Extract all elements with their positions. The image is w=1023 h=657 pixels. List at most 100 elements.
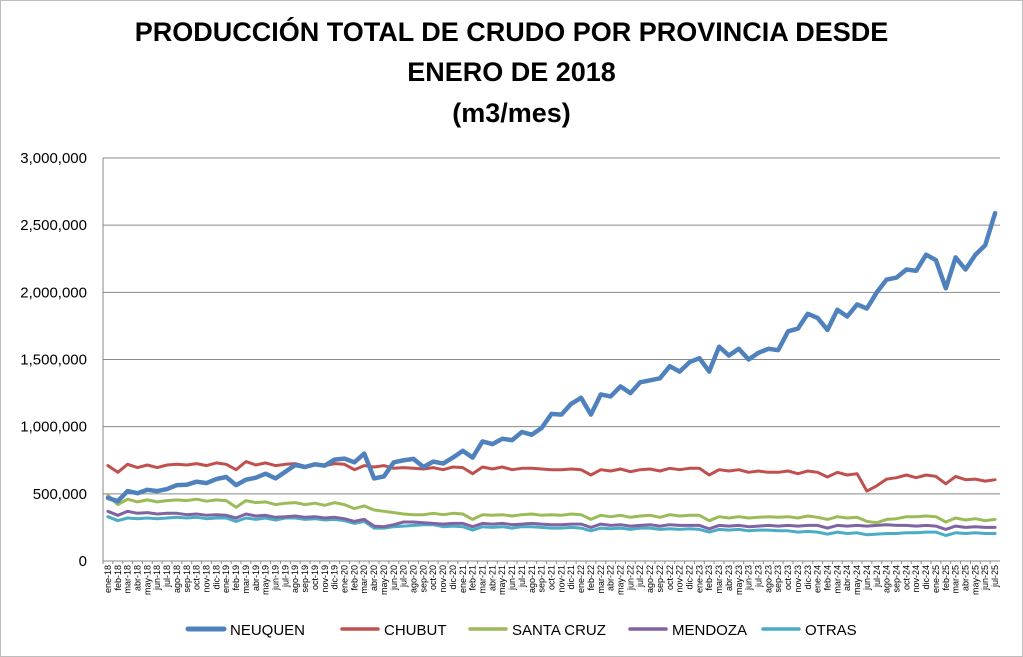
x-axis-tick-labels: ene-18 feb-18 mar-18 abr-18 may-18 jun-18 jul-… — [103, 565, 1000, 595]
x-tick-label: sep-20 — [418, 565, 428, 593]
x-tick-label: dic-18 — [211, 565, 221, 590]
x-tick-label: may-24 — [852, 565, 862, 595]
x-tick-label: jul-22 — [635, 565, 645, 588]
x-tick-label: ago-21 — [527, 565, 537, 593]
x-tick-label: jun-24 — [862, 565, 872, 591]
x-tick-label: oct-23 — [783, 565, 793, 590]
x-tick-label: oct-21 — [547, 565, 557, 590]
x-tick-label: jun-18 — [152, 565, 162, 591]
x-tick-label: dic-20 — [448, 565, 458, 590]
gridlines — [102, 157, 1000, 564]
x-tick-label: nov-24 — [911, 565, 921, 593]
x-tick-label: feb-20 — [349, 565, 359, 591]
x-tick-label: jul-23 — [754, 565, 764, 588]
x-tick-label: may-19 — [261, 565, 271, 595]
x-tick-label: ene-20 — [340, 565, 350, 593]
x-tick-label: nov-19 — [320, 565, 330, 593]
legend-label: SANTA CRUZ — [512, 622, 606, 639]
x-tick-label: sep-18 — [182, 565, 192, 593]
x-tick-label: mar-22 — [596, 565, 606, 594]
x-tick-label: jun-23 — [744, 565, 754, 591]
y-tick-label: 0 — [79, 553, 87, 570]
x-tick-label: oct-19 — [310, 565, 320, 590]
x-tick-label: sep-22 — [655, 565, 665, 593]
x-tick-label: jun-21 — [507, 565, 517, 591]
x-tick-label: may-23 — [734, 565, 744, 595]
x-tick-label: may-20 — [379, 565, 389, 595]
y-axis-tick-labels: 0 500,000 1,000,000 1,500,000 2,000,000 2,500… — [20, 150, 87, 570]
x-tick-label: jul-18 — [162, 565, 172, 588]
legend-label: OTRAS — [805, 622, 857, 639]
x-tick-label: may-21 — [497, 565, 507, 595]
y-tick-label: 2,500,000 — [20, 217, 87, 234]
series-line-neuquen — [105, 210, 998, 504]
x-tick-label: jul-21 — [517, 565, 527, 588]
x-tick-label: ene-19 — [221, 565, 231, 593]
x-tick-label: ene-25 — [931, 565, 941, 593]
x-tick-label: ene-21 — [458, 565, 468, 593]
x-tick-label: mar-25 — [951, 565, 961, 594]
x-tick-label: ene-24 — [813, 565, 823, 593]
x-tick-label: abr-24 — [842, 565, 852, 591]
x-tick-label: may-25 — [970, 565, 980, 595]
x-tick-label: oct-20 — [428, 565, 438, 590]
x-tick-label: feb-24 — [823, 565, 833, 591]
x-tick-label: abr-22 — [606, 565, 616, 591]
x-tick-label: mar-19 — [241, 565, 251, 594]
x-tick-label: jun-20 — [389, 565, 399, 591]
x-tick-label: ago-18 — [172, 565, 182, 593]
x-tick-label: dic-23 — [803, 565, 813, 590]
x-tick-label: jul-24 — [872, 565, 882, 588]
x-tick-label: dic-21 — [566, 565, 576, 590]
series-line-otras — [106, 515, 997, 537]
x-tick-label: mar-18 — [123, 565, 133, 594]
x-tick-label: oct-18 — [192, 565, 202, 590]
y-tick-label: 1,500,000 — [20, 352, 87, 369]
x-tick-label: ago-24 — [882, 565, 892, 593]
series-line-mendoza — [106, 509, 997, 531]
x-tick-label: jun-22 — [625, 565, 635, 591]
x-tick-label: ene-23 — [694, 565, 704, 593]
x-tick-label: ene-22 — [576, 565, 586, 593]
x-tick-label: jul-19 — [280, 565, 290, 588]
legend-label: MENDOZA — [672, 622, 747, 639]
y-tick-label: 1,000,000 — [20, 419, 87, 436]
x-tick-label: nov-22 — [675, 565, 685, 593]
x-tick-label: jul-20 — [399, 565, 409, 588]
chart-title-line-2: ENERO DE 2018 — [407, 57, 616, 87]
y-tick-label: 2,000,000 — [20, 284, 87, 301]
x-tick-label: abr-18 — [133, 565, 143, 591]
x-tick-label: mar-23 — [714, 565, 724, 594]
x-tick-label: mar-20 — [359, 565, 369, 594]
x-tick-label: nov-21 — [556, 565, 566, 593]
x-tick-label: oct-24 — [901, 565, 911, 590]
x-tick-label: feb-25 — [941, 565, 951, 591]
x-tick-label: ago-22 — [645, 565, 655, 593]
x-tick-label: jul-25 — [990, 565, 1000, 588]
chart-title-line-1: PRODUCCIÓN TOTAL DE CRUDO POR PROVINCIA … — [134, 17, 889, 47]
x-tick-label: abr-21 — [487, 565, 497, 591]
x-tick-label: abr-23 — [724, 565, 734, 591]
x-tick-label: feb-19 — [231, 565, 241, 591]
x-tick-label: sep-21 — [537, 565, 547, 593]
x-tick-label: sep-24 — [892, 565, 902, 593]
x-tick-label: ene-18 — [103, 565, 113, 593]
x-tick-label: feb-21 — [468, 565, 478, 591]
series-line-chubut — [106, 460, 997, 493]
x-tick-label: oct-22 — [665, 565, 675, 590]
x-tick-label: dic-22 — [685, 565, 695, 590]
x-tick-label: feb-22 — [586, 565, 596, 591]
x-tick-label: jun-19 — [271, 565, 281, 591]
x-tick-label: jun-25 — [980, 565, 990, 591]
x-tick-label: feb-18 — [113, 565, 123, 591]
x-tick-label: may-18 — [142, 565, 152, 595]
legend-label: NEUQUEN — [230, 622, 305, 639]
chart-title-line-3: (m3/mes) — [452, 98, 571, 128]
x-tick-label: abr-25 — [961, 565, 971, 591]
x-tick-label: ago-19 — [290, 565, 300, 593]
x-tick-label: mar-24 — [832, 565, 842, 594]
x-tick-label: dic-24 — [921, 565, 931, 590]
series-lines — [105, 210, 998, 537]
x-tick-label: ago-20 — [409, 565, 419, 593]
